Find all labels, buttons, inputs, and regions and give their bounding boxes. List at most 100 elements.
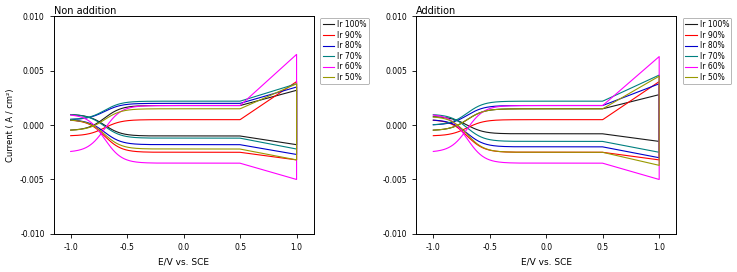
Ir 50% <box>654 164 663 167</box>
Ir 90% <box>545 118 554 121</box>
Ir 90% <box>578 151 587 154</box>
Ir 80% <box>215 143 224 146</box>
Ir 80% <box>66 118 75 121</box>
Line: Ir 60%: Ir 60% <box>433 57 659 180</box>
Ir 60% <box>251 166 259 169</box>
Ir 60% <box>429 113 438 117</box>
Ir 70% <box>545 100 554 103</box>
Ir 60% <box>183 104 192 107</box>
Ir 80% <box>292 153 301 156</box>
Ir 70% <box>634 83 643 86</box>
Ir 70% <box>578 140 587 143</box>
Ir 50% <box>183 107 192 110</box>
Ir 100% <box>539 132 548 135</box>
Ir 70% <box>292 147 301 151</box>
Ir 100% <box>251 137 259 140</box>
Text: Non addition: Non addition <box>54 5 116 16</box>
Line: Ir 60%: Ir 60% <box>71 54 296 180</box>
Ir 90% <box>539 151 548 154</box>
Ir 90% <box>292 158 301 162</box>
Ir 100% <box>66 128 75 132</box>
Line: Ir 80%: Ir 80% <box>433 84 659 158</box>
Legend: Ir 100%, Ir 90%, Ir 80%, Ir 70%, Ir 60%, Ir 50%: Ir 100%, Ir 90%, Ir 80%, Ir 70%, Ir 60%,… <box>321 18 368 84</box>
Ir 70% <box>539 140 548 143</box>
Ir 70% <box>271 89 280 92</box>
Ir 50% <box>177 147 186 151</box>
Ir 50% <box>66 128 75 132</box>
Ir 80% <box>613 148 622 151</box>
Ir 50% <box>215 147 224 151</box>
Ir 90% <box>183 118 192 121</box>
Ir 100% <box>429 115 438 118</box>
Line: Ir 70%: Ir 70% <box>71 84 296 149</box>
Ir 70% <box>509 100 518 103</box>
Ir 90% <box>292 80 301 83</box>
Ir 90% <box>429 134 438 137</box>
Ir 100% <box>545 107 554 110</box>
Ir 90% <box>66 134 75 137</box>
Ir 70% <box>66 113 75 116</box>
Line: Ir 100%: Ir 100% <box>433 95 659 141</box>
Ir 100% <box>147 104 156 107</box>
Text: Addition: Addition <box>416 5 457 16</box>
Line: Ir 100%: Ir 100% <box>71 90 296 145</box>
Ir 80% <box>429 119 438 122</box>
Ir 90% <box>613 153 622 156</box>
Ir 60% <box>215 162 224 165</box>
Ir 60% <box>613 166 622 169</box>
Ir 50% <box>147 107 156 110</box>
Ir 100% <box>654 93 663 96</box>
Ir 60% <box>578 162 587 165</box>
Ir 60% <box>634 73 643 76</box>
Ir 70% <box>66 118 75 121</box>
Ir 50% <box>634 87 643 90</box>
Line: Ir 90%: Ir 90% <box>71 82 296 160</box>
Ir 100% <box>634 98 643 101</box>
Ir 90% <box>271 94 280 97</box>
Ir 60% <box>66 150 75 153</box>
Ir 60% <box>271 72 280 75</box>
Ir 60% <box>654 178 663 181</box>
Ir 90% <box>66 119 75 122</box>
Ir 100% <box>177 134 186 138</box>
Ir 70% <box>654 73 663 77</box>
Ir 70% <box>292 82 301 85</box>
Ir 90% <box>177 151 186 154</box>
Ir 60% <box>66 113 75 117</box>
Ir 70% <box>215 137 224 140</box>
Ir 100% <box>292 89 301 92</box>
Ir 80% <box>251 146 259 149</box>
Ir 80% <box>292 85 301 89</box>
Ir 50% <box>429 128 438 132</box>
Line: Ir 50%: Ir 50% <box>71 84 296 160</box>
Ir 50% <box>251 150 259 153</box>
Ir 100% <box>183 104 192 107</box>
Ir 80% <box>271 91 280 95</box>
Ir 100% <box>578 132 587 135</box>
Ir 80% <box>545 104 554 107</box>
Ir 80% <box>654 82 663 85</box>
Ir 70% <box>613 143 622 146</box>
Ir 80% <box>634 90 643 94</box>
Line: Ir 70%: Ir 70% <box>433 75 659 152</box>
Ir 80% <box>654 156 663 159</box>
Ir 80% <box>183 102 192 105</box>
Ir 100% <box>509 107 518 110</box>
Ir 80% <box>147 102 156 105</box>
Ir 50% <box>578 151 587 154</box>
Ir 50% <box>429 115 438 119</box>
Ir 70% <box>429 123 438 126</box>
Ir 90% <box>251 153 259 156</box>
Y-axis label: Current ( A / cm²): Current ( A / cm²) <box>6 88 15 162</box>
Ir 100% <box>292 143 301 146</box>
Ir 60% <box>545 104 554 107</box>
Legend: Ir 100%, Ir 90%, Ir 80%, Ir 70%, Ir 60%, Ir 50%: Ir 100%, Ir 90%, Ir 80%, Ir 70%, Ir 60%,… <box>683 18 731 84</box>
Ir 50% <box>539 151 548 154</box>
X-axis label: E/V vs. SCE: E/V vs. SCE <box>521 257 572 267</box>
Line: Ir 90%: Ir 90% <box>433 82 659 160</box>
Line: Ir 80%: Ir 80% <box>71 87 296 154</box>
Ir 50% <box>654 75 663 78</box>
Ir 60% <box>429 150 438 153</box>
Ir 60% <box>292 53 301 56</box>
Ir 70% <box>177 137 186 140</box>
